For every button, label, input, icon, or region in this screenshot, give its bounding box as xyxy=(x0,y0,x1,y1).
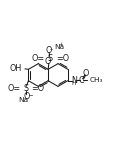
Text: O: O xyxy=(83,69,89,78)
Text: =O: =O xyxy=(56,54,69,63)
Text: N: N xyxy=(71,76,77,85)
Text: O: O xyxy=(45,57,51,66)
Text: O=: O= xyxy=(31,54,44,63)
Text: −: − xyxy=(28,93,32,98)
Text: +: + xyxy=(58,42,63,47)
Text: OH: OH xyxy=(9,64,21,73)
Text: CH₃: CH₃ xyxy=(89,77,103,83)
Text: H: H xyxy=(72,81,76,86)
Text: =O: =O xyxy=(31,84,45,93)
Text: O=: O= xyxy=(8,84,21,93)
Text: Na: Na xyxy=(54,44,64,50)
Text: O: O xyxy=(23,92,30,101)
Text: O: O xyxy=(45,46,52,55)
Text: –: – xyxy=(50,46,53,52)
Text: C: C xyxy=(79,76,84,85)
Text: Na: Na xyxy=(18,97,28,103)
Text: S: S xyxy=(24,84,29,93)
Text: S: S xyxy=(47,54,52,63)
